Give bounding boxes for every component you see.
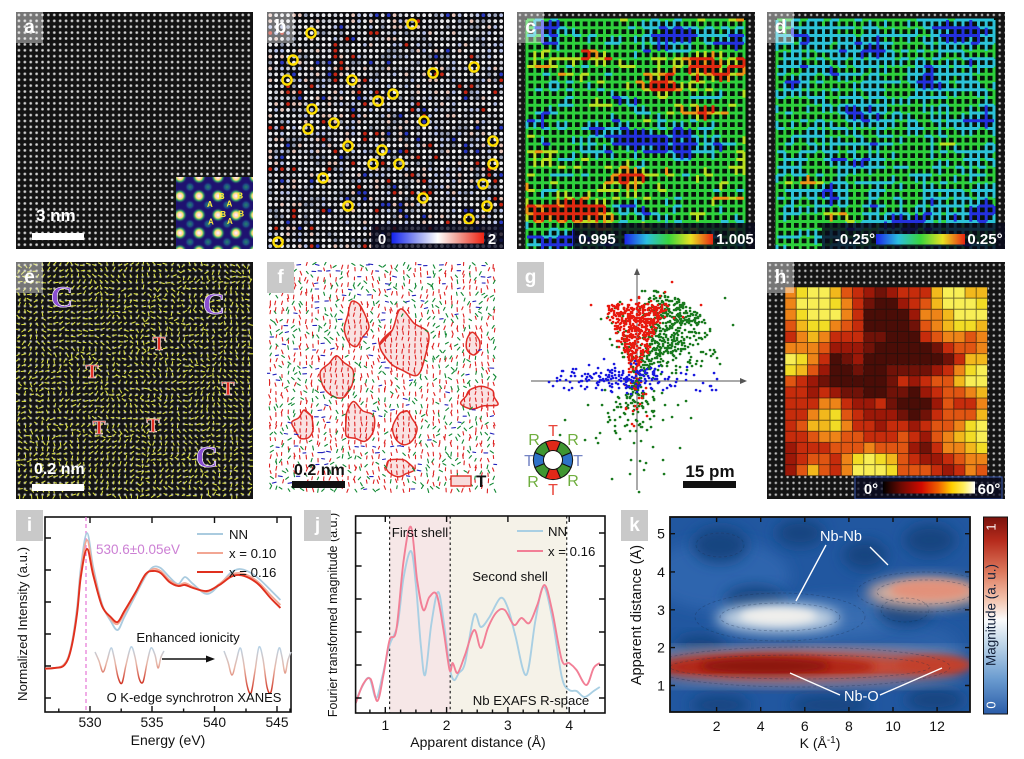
svg-text:530.6±0.05eV: 530.6±0.05eV (96, 542, 180, 557)
svg-text:0.995: 0.995 (578, 231, 616, 248)
svg-text:4: 4 (757, 718, 765, 734)
svg-text:Nb EXAFS R-space: Nb EXAFS R-space (473, 693, 590, 708)
svg-text:0.2 nm: 0.2 nm (294, 462, 345, 479)
svg-text:3: 3 (504, 718, 512, 733)
svg-text:T: T (152, 333, 166, 355)
svg-text:1: 1 (657, 678, 665, 694)
svg-text:0: 0 (984, 701, 999, 708)
svg-text:x = 0.10: x = 0.10 (229, 546, 276, 561)
svg-text:First shell: First shell (392, 525, 448, 540)
svg-text:x = 0.16: x = 0.16 (229, 565, 276, 580)
svg-text:2: 2 (713, 718, 721, 734)
svg-text:B: B (238, 209, 244, 219)
svg-text:5: 5 (657, 526, 665, 542)
svg-text:T: T (524, 453, 534, 470)
svg-text:T: T (548, 482, 558, 499)
svg-text:540: 540 (203, 715, 226, 730)
svg-text:C: C (203, 286, 225, 321)
svg-text:T: T (221, 378, 235, 400)
svg-text:6: 6 (801, 718, 809, 734)
svg-text:2: 2 (443, 718, 451, 733)
svg-text:0: 0 (378, 231, 386, 248)
svg-text:0°: 0° (864, 481, 878, 498)
svg-text:A: A (227, 200, 233, 209)
svg-text:T: T (92, 417, 106, 439)
svg-text:R: R (528, 432, 540, 449)
svg-text:Magnitude (a. u.): Magnitude (a. u.) (984, 564, 999, 666)
svg-text:A: A (227, 217, 233, 226)
svg-text:10: 10 (885, 718, 901, 734)
svg-text:545: 545 (265, 715, 288, 730)
svg-text:1.005: 1.005 (716, 231, 754, 248)
svg-text:15 pm: 15 pm (685, 462, 734, 481)
svg-text:Energy (eV): Energy (eV) (131, 732, 206, 748)
svg-text:3: 3 (657, 602, 665, 618)
svg-text:2: 2 (488, 231, 496, 248)
svg-text:A: A (207, 200, 213, 209)
svg-text:12: 12 (929, 718, 945, 734)
svg-text:T: T (548, 423, 558, 440)
svg-text:0.2 nm: 0.2 nm (34, 461, 85, 478)
svg-text:535: 535 (140, 715, 163, 730)
svg-text:Apparent distance (Å): Apparent distance (Å) (630, 545, 645, 685)
svg-text:Nb-Nb: Nb-Nb (820, 529, 862, 545)
svg-text:4: 4 (657, 564, 665, 580)
svg-text:2: 2 (657, 640, 665, 656)
svg-text:Normalized Intensity (a.u.): Normalized Intensity (a.u.) (15, 547, 30, 701)
svg-text:B: B (237, 191, 243, 201)
svg-text:Apparent distance (Å): Apparent distance (Å) (410, 734, 545, 750)
svg-text:K (Å-1): K (Å-1) (800, 735, 841, 751)
svg-text:R: R (567, 432, 579, 449)
svg-text:Fourier transformed magnitude: Fourier transformed magnitude (a.u.) (326, 513, 340, 717)
svg-text:8: 8 (845, 718, 853, 734)
svg-text:T: T (85, 361, 99, 383)
svg-text:R: R (567, 473, 579, 490)
svg-text:NN: NN (548, 524, 567, 539)
svg-text:Second shell: Second shell (472, 569, 548, 584)
svg-text:B: B (220, 209, 226, 219)
svg-text:-0.25°: -0.25° (835, 231, 875, 248)
svg-text:A: A (208, 218, 214, 227)
svg-text:Enhanced ionicity: Enhanced ionicity (136, 630, 240, 645)
svg-text:T: T (146, 415, 160, 437)
svg-text:C: C (196, 439, 218, 474)
svg-text:60°: 60° (978, 481, 1001, 498)
svg-text:0.25°: 0.25° (967, 231, 1002, 248)
svg-text:1: 1 (984, 523, 999, 530)
svg-text:R: R (527, 474, 539, 491)
svg-text:4: 4 (565, 718, 573, 733)
svg-text:NN: NN (229, 527, 248, 542)
svg-text:530: 530 (78, 715, 101, 730)
svg-text:B: B (219, 191, 225, 201)
svg-text:T: T (573, 453, 583, 470)
svg-text:C: C (51, 279, 73, 314)
svg-text:O K-edge synchrotron XANES: O K-edge synchrotron XANES (107, 690, 282, 705)
svg-text:Nb-O: Nb-O (844, 689, 879, 705)
svg-text:T: T (476, 472, 487, 491)
svg-text:x = 0.16: x = 0.16 (548, 544, 595, 559)
svg-text:1: 1 (381, 718, 389, 733)
